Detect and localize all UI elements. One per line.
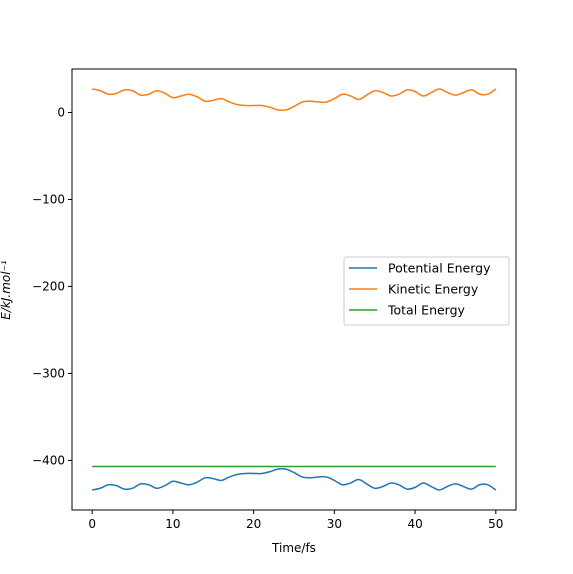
- x-axis-label: Time/fs: [271, 541, 316, 555]
- legend-box: [343, 256, 510, 326]
- x-tick-label: 20: [246, 517, 261, 531]
- x-tick-label: 40: [407, 517, 422, 531]
- legend-label-total-energy: Total Energy: [387, 303, 466, 318]
- y-tick-label: −400: [32, 453, 65, 467]
- series-line-kinetic-energy: [92, 88, 497, 112]
- x-tick-label: 0: [88, 517, 96, 531]
- ticks-layer: 0 10 20 30 40 50 −400 −300 −200 −100 0: [32, 105, 503, 531]
- y-tick-label: −100: [32, 192, 65, 206]
- plot-frame: [71, 68, 517, 511]
- y-axis-label: E/kJ.mol⁻¹: [0, 260, 13, 320]
- y-tick-label: −300: [32, 366, 65, 380]
- x-tick-label: 10: [165, 517, 180, 531]
- legend-label-kinetic-energy: Kinetic Energy: [388, 282, 479, 297]
- series-layer: [92, 88, 497, 491]
- x-tick-label: 30: [327, 517, 342, 531]
- y-tick-label: 0: [57, 105, 65, 119]
- series-line-potential-energy: [92, 467, 497, 491]
- legend: Potential Energy Kinetic Energy Total Ener…: [343, 256, 510, 326]
- x-tick-label: 50: [488, 517, 503, 531]
- legend-label-potential-energy: Potential Energy: [388, 261, 491, 276]
- y-tick-label: −200: [32, 279, 65, 293]
